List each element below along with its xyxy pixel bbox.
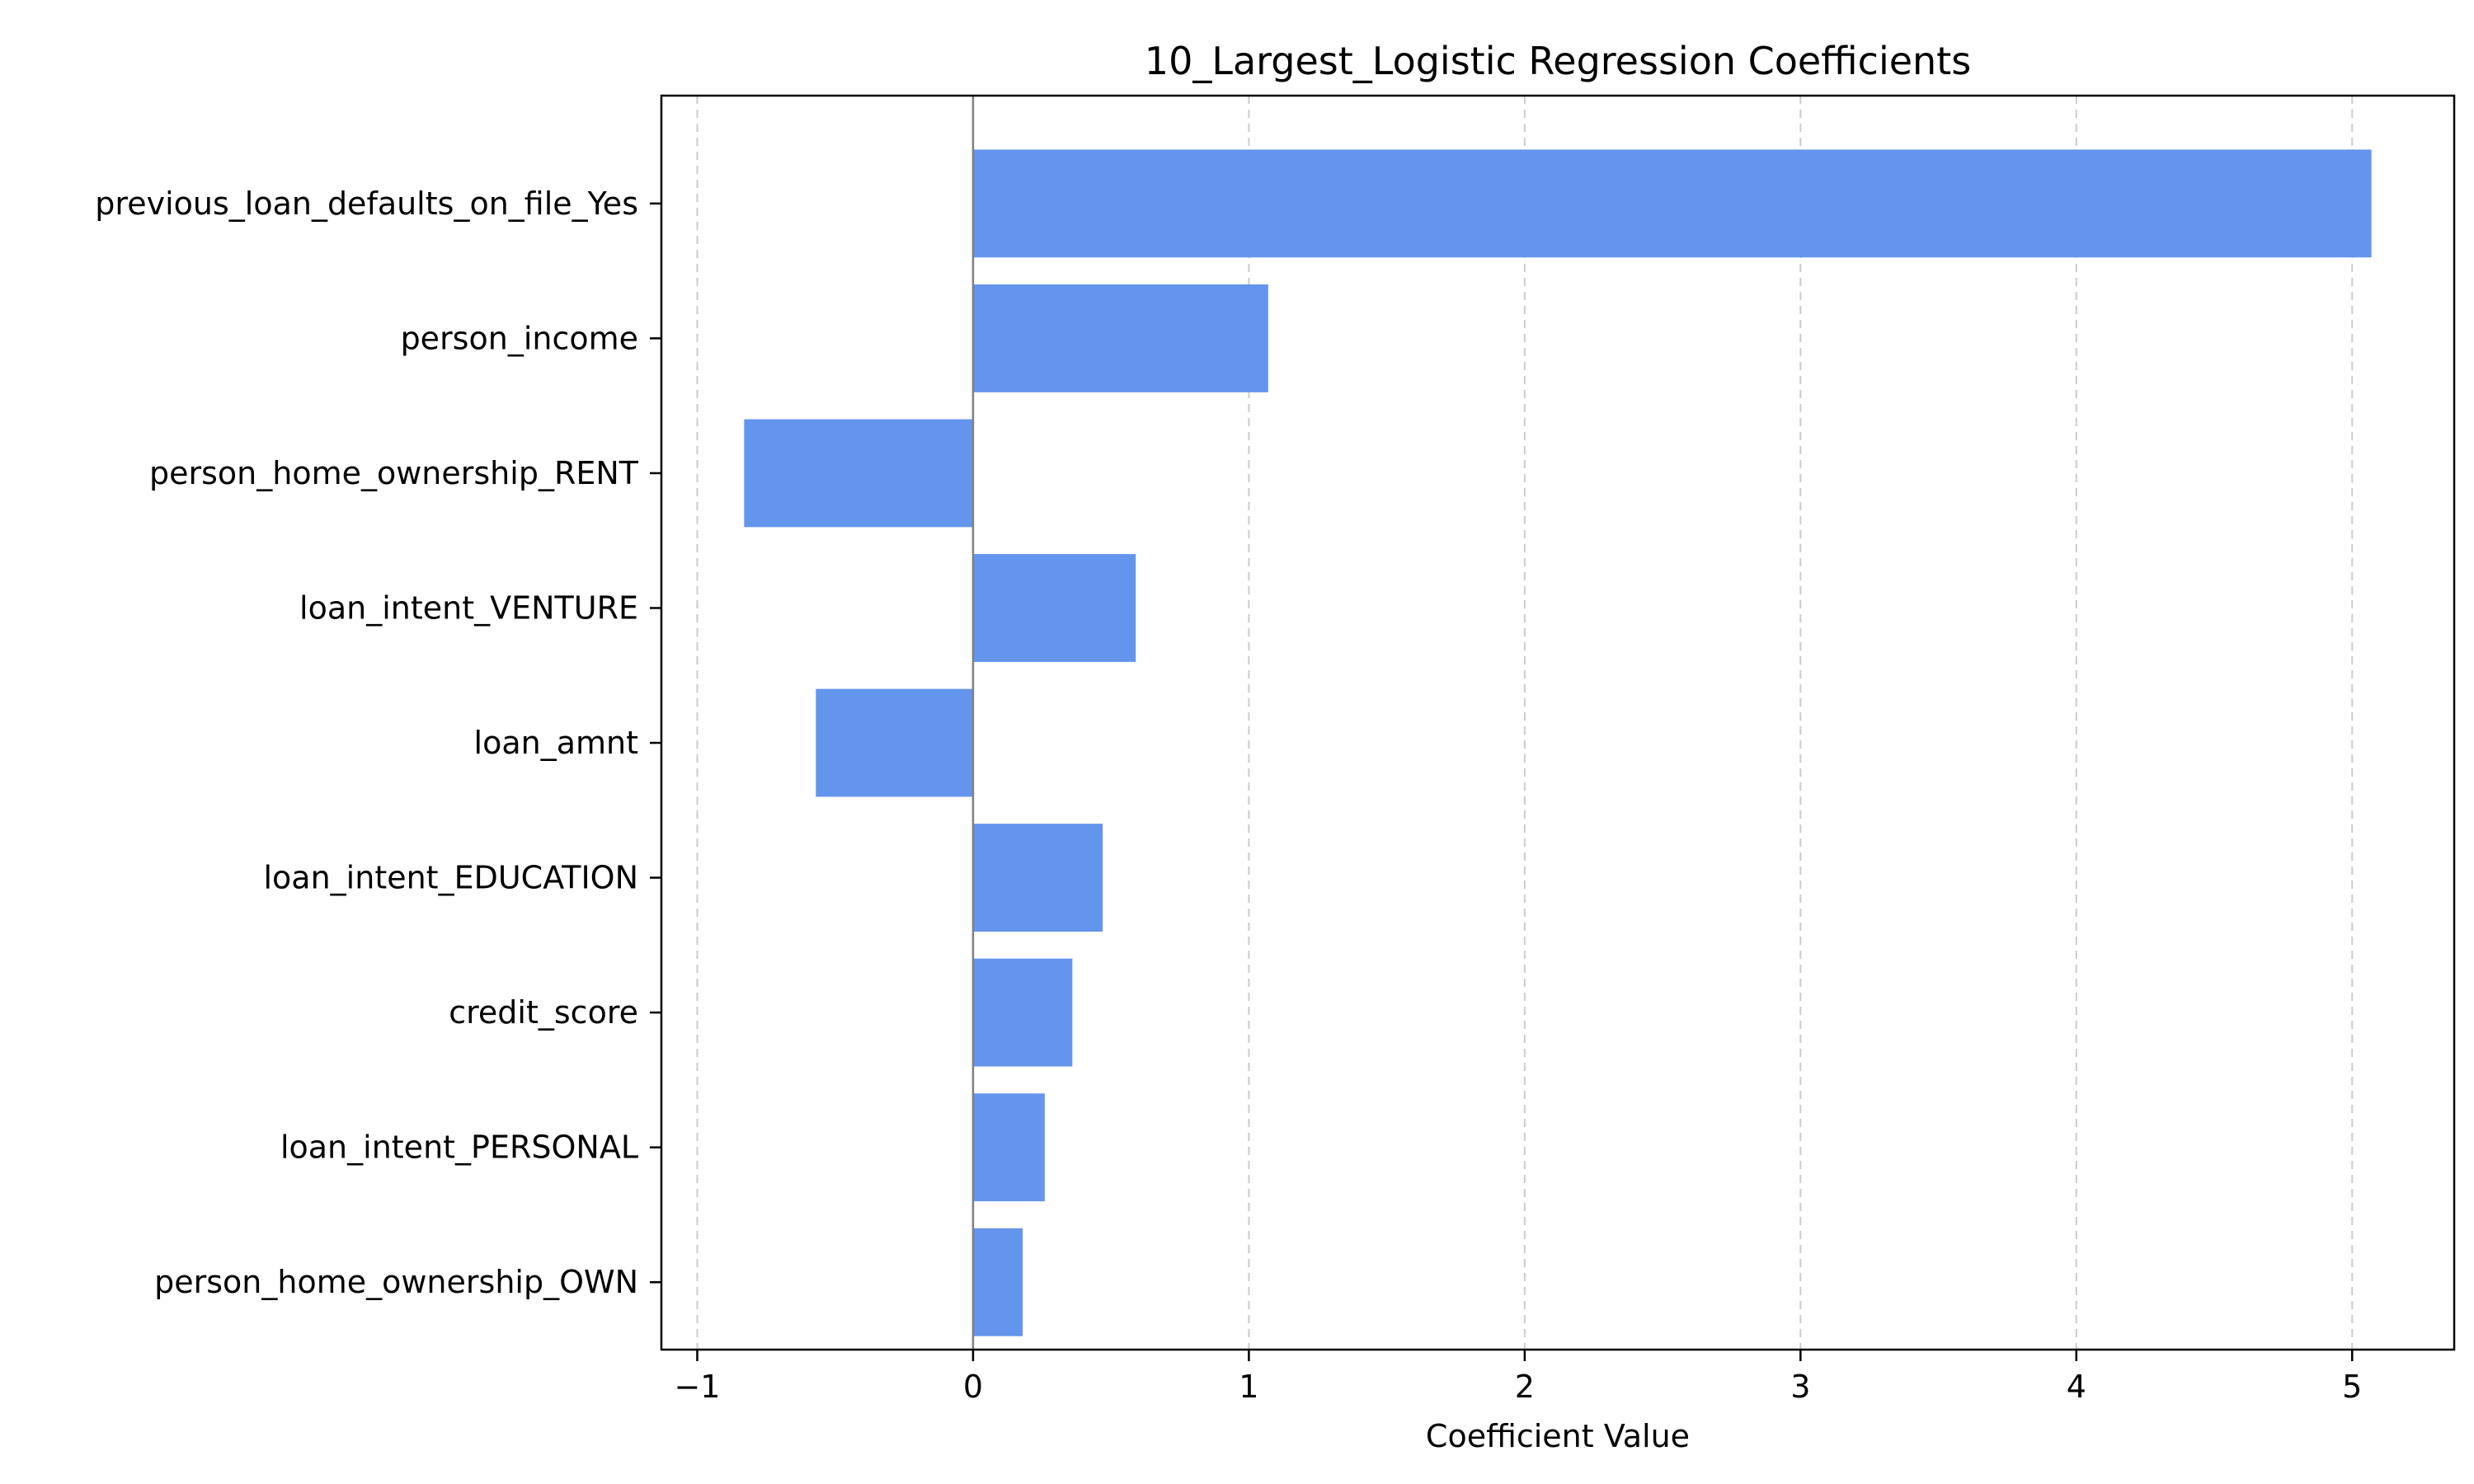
y-ticks: previous_loan_defaults_on_file_Yesperson… [95, 186, 661, 1300]
y-tick-label: loan_intent_VENTURE [299, 589, 638, 626]
y-tick-label: loan_intent_EDUCATION [264, 860, 639, 896]
bar-credit-score [972, 958, 1073, 1067]
x-ticks: −1 0 1 2 3 4 5 [674, 1350, 2362, 1405]
x-tick-label: 4 [2067, 1369, 2086, 1405]
bar-person-home-ownership-rent [744, 419, 973, 528]
axes [660, 94, 2456, 1351]
x-tick-label: 1 [1239, 1369, 1258, 1405]
bar-previous-loan-defaults-on-file-yes [972, 149, 2372, 258]
x-tick-label: −1 [674, 1369, 720, 1405]
bar-loan-amnt [816, 688, 973, 797]
bars [744, 149, 2372, 1336]
y-tick-label: loan_intent_PERSONAL [280, 1129, 638, 1166]
x-tick-label: 5 [2342, 1369, 2362, 1405]
x-tick-label: 3 [1790, 1369, 1810, 1405]
x-tick-label: 0 [963, 1369, 983, 1405]
y-tick-label: person_income [401, 320, 638, 356]
x-axis-label: Coefficient Value [1426, 1418, 1690, 1454]
y-tick-label: previous_loan_defaults_on_file_Yes [95, 186, 638, 222]
bar-loan-intent-personal [972, 1093, 1045, 1202]
bar-person-home-ownership-own [972, 1228, 1023, 1336]
bar-loan-intent-venture [972, 554, 1136, 662]
bar-person-income [972, 284, 1268, 392]
chart-title: 10_Largest_Logistic Regression Coefficie… [1145, 39, 1971, 83]
y-tick-label: credit_score [449, 994, 638, 1031]
plot-frame [660, 94, 2456, 1351]
y-tick-label: person_home_ownership_RENT [149, 455, 639, 491]
bar-loan-intent-education [972, 824, 1103, 932]
x-tick-label: 2 [1515, 1369, 1535, 1405]
y-tick-label: loan_amnt [474, 725, 638, 761]
y-tick-label: person_home_ownership_OWN [154, 1264, 638, 1300]
